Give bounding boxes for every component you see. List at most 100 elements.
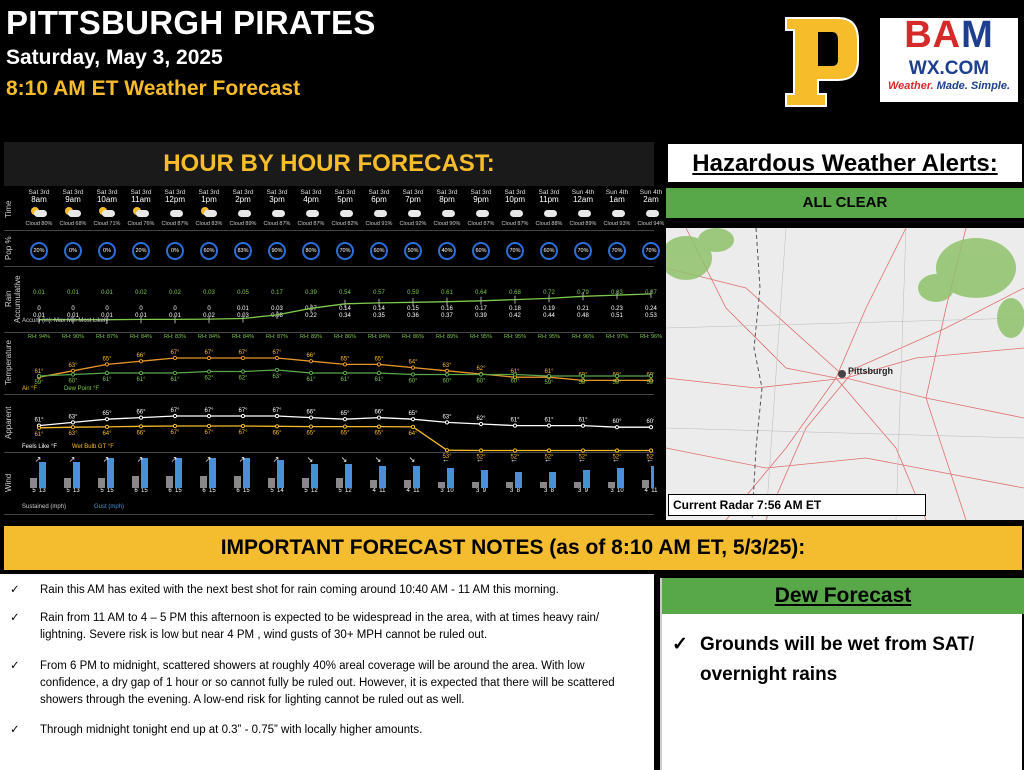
dew-title: Dew Forecast xyxy=(662,578,1024,614)
wind-sustained-bar xyxy=(438,482,445,488)
wind-sustained: 3 xyxy=(610,488,614,494)
rain-accum: 0.24 xyxy=(645,306,657,312)
wet-bulb-label: 65° xyxy=(306,431,316,437)
air-temp-point xyxy=(444,368,450,373)
hour-day: Sat 3rd xyxy=(62,189,84,196)
rain-max: 0.17 xyxy=(271,290,283,296)
wet-bulb-point xyxy=(240,423,246,429)
wind-gust: 13 xyxy=(73,488,80,494)
wet-bulb-point xyxy=(546,448,552,453)
wind-cell: 5 13 xyxy=(22,488,56,495)
wind-direction-icon: ↘ xyxy=(307,455,314,464)
dew-point-label: 62° xyxy=(204,376,214,382)
wind-sustained-bar xyxy=(370,480,377,488)
air-temp-label: 63° xyxy=(442,363,452,369)
row-divider xyxy=(4,230,654,231)
hour-by-hour-panel: HOUR BY HOUR FORECAST: Time Pop % Rain Acc… xyxy=(4,140,664,516)
wind-direction-icon: ↗ xyxy=(205,455,212,464)
rh-value: RH: 87% xyxy=(265,334,288,340)
wind-sustained-bar xyxy=(472,482,479,488)
cloud-icon xyxy=(439,207,455,218)
wet-bulb-point xyxy=(342,424,348,429)
dew-point-point xyxy=(104,370,110,376)
wind-gust: 14 xyxy=(277,488,284,494)
feels-like-point xyxy=(648,425,654,430)
wind-cell: 4 11 xyxy=(634,488,668,495)
wind-gust-bar xyxy=(141,458,148,488)
partly-sunny-icon xyxy=(201,207,217,218)
wind-direction-icon: ↗ xyxy=(273,455,280,464)
rh-value: RH: 84% xyxy=(129,334,152,340)
wind-sustained: 3 xyxy=(475,488,480,494)
air-temp-label: 61° xyxy=(510,369,520,375)
hour-header: Sat 3rd 3pm xyxy=(260,189,294,204)
partly-sunny-icon xyxy=(31,207,47,218)
feels-like-label: 61° xyxy=(510,418,520,424)
air-temp-point xyxy=(580,378,586,383)
feels-like-label: 60° xyxy=(612,419,622,425)
partly-sunny-icon xyxy=(133,207,149,218)
pop-circle: 83% xyxy=(234,242,252,260)
wind-sustained-bar xyxy=(200,476,207,488)
rain-legend: Accum (in): Max Min Most Likely xyxy=(22,318,109,324)
wind-gust-bar xyxy=(107,458,114,488)
air-temp-point xyxy=(206,355,212,361)
bam-tag-a: Weather. xyxy=(887,80,934,92)
rain-accum: 0 xyxy=(71,306,75,312)
hour-header: Sat 3rd 2pm xyxy=(226,189,260,204)
dew-point-label: 62° xyxy=(238,376,248,382)
row-divider xyxy=(4,332,654,333)
rain-max-cell: 0.72 xyxy=(532,290,566,297)
wet-bulb-label: 66° xyxy=(136,430,146,436)
wind-gust: 13 xyxy=(39,488,46,494)
pop-value: 80% xyxy=(305,248,317,254)
pop-value: 90% xyxy=(271,248,283,254)
rain-max-cell: 0.17 xyxy=(260,290,294,297)
pop-circle: 70% xyxy=(608,242,626,260)
air-temp-point xyxy=(410,365,416,370)
wind-gust-bar xyxy=(413,466,420,488)
dew-point-label: 59° xyxy=(612,380,622,386)
hour-cloud-cell: Cloud 82% xyxy=(328,221,362,228)
hour-day: Sat 3rd xyxy=(470,189,492,196)
pop-circle: 90% xyxy=(268,242,286,260)
dew-item-text: Grounds will be wet from SAT/ overnight … xyxy=(700,634,975,685)
hour-header: Sun 4th 2am xyxy=(634,189,668,204)
rain-accum-cell: 0.17 0.39 xyxy=(464,306,498,320)
radar-caption: Current Radar 7:56 AM ET xyxy=(668,494,926,516)
wind-gust-bar xyxy=(583,470,590,488)
hour-cloud-cell: Cloud 93% xyxy=(600,221,634,228)
dew-point-label: 61° xyxy=(374,377,384,383)
wind-sustained-bar xyxy=(540,482,547,488)
hour-header: Sat 3rd 1pm xyxy=(192,189,226,204)
wet-bulb-label: 67° xyxy=(204,430,214,436)
rain-accum: 0.16 xyxy=(441,306,453,312)
hour-by-hour-title: HOUR BY HOUR FORECAST: xyxy=(4,142,654,186)
wind-direction-icon: ← xyxy=(612,455,620,464)
hour-time: 4pm xyxy=(303,195,319,204)
hour-time: 8am xyxy=(31,195,47,204)
rain-max: 0.01 xyxy=(33,290,45,296)
air-temp-point xyxy=(614,378,620,383)
dew-point-label: 61° xyxy=(136,377,146,383)
rh-value: RH: 84% xyxy=(197,334,220,340)
cloud-icon xyxy=(541,207,557,218)
wind-gust-bar xyxy=(515,472,522,488)
wind-cell: 6 15 xyxy=(124,488,158,495)
radar-map: Pittsburgh xyxy=(666,228,1024,520)
feels-like-label: 61° xyxy=(544,418,554,424)
wind-gust-bar xyxy=(447,468,454,488)
rain-accum-likely: 0.51 xyxy=(611,313,623,319)
rain-accum: 0.19 xyxy=(543,306,555,312)
hour-cloud: Cloud 68% xyxy=(59,221,87,227)
pop-value: 20% xyxy=(135,248,147,254)
rain-accum-cell: 0.24 0.53 xyxy=(634,306,668,320)
cloud-icon xyxy=(473,207,489,218)
wind-cell: 3 8 xyxy=(498,488,532,495)
app-legend-wetbulb: Wet Bulb GT °F xyxy=(72,444,114,450)
wind-direction-icon: ← xyxy=(544,455,552,464)
hour-header: Sat 3rd 5pm xyxy=(328,189,362,204)
wind-direction-icon: ↗ xyxy=(171,455,178,464)
bam-logo-ba: BA xyxy=(904,14,962,56)
